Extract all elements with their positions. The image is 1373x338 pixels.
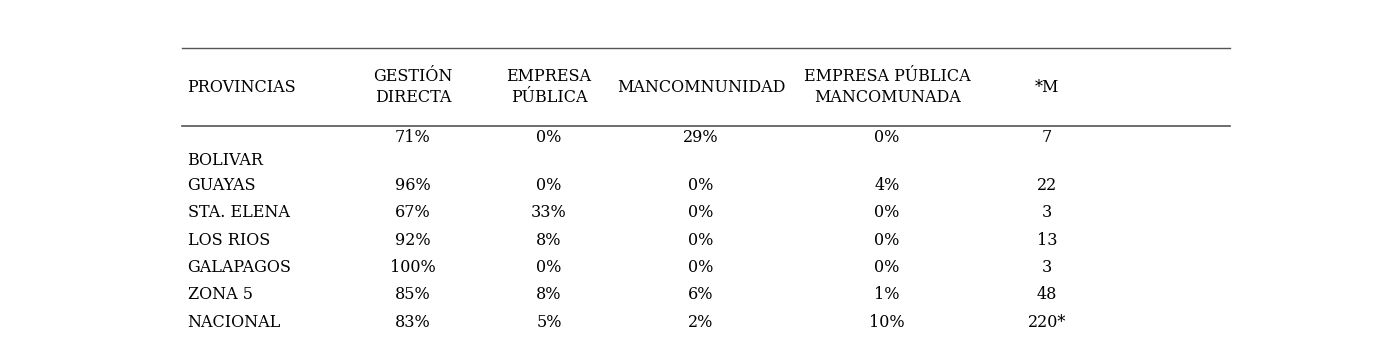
Text: 0%: 0%: [688, 232, 714, 249]
Text: 96%: 96%: [395, 177, 431, 194]
Text: 6%: 6%: [688, 287, 714, 304]
Text: PROVINCIAS: PROVINCIAS: [188, 79, 297, 96]
Text: 0%: 0%: [688, 259, 714, 276]
Text: GALAPAGOS: GALAPAGOS: [188, 259, 291, 276]
Text: LOS RIOS: LOS RIOS: [188, 232, 270, 249]
Text: 33%: 33%: [531, 204, 567, 221]
Text: STA. ELENA: STA. ELENA: [188, 204, 290, 221]
Text: 0%: 0%: [688, 204, 714, 221]
Text: 5%: 5%: [537, 314, 562, 331]
Text: 22: 22: [1037, 177, 1057, 194]
Text: 3: 3: [1042, 204, 1052, 221]
Text: *M: *M: [1035, 79, 1059, 96]
Text: GESTIÓN
DIRECTA: GESTIÓN DIRECTA: [373, 69, 453, 106]
Text: EMPRESA
PÚBLICA: EMPRESA PÚBLICA: [507, 69, 592, 106]
Text: 0%: 0%: [537, 129, 562, 146]
Text: ZONA 5: ZONA 5: [188, 287, 253, 304]
Text: 10%: 10%: [869, 314, 905, 331]
Text: 67%: 67%: [395, 204, 431, 221]
Text: 48: 48: [1037, 287, 1057, 304]
Text: 2%: 2%: [688, 314, 714, 331]
Text: 8%: 8%: [537, 232, 562, 249]
Text: 29%: 29%: [684, 129, 719, 146]
Text: 0%: 0%: [875, 232, 899, 249]
Text: BOLIVAR: BOLIVAR: [188, 152, 264, 169]
Text: 0%: 0%: [688, 177, 714, 194]
Text: EMPRESA PÚBLICA
MANCOMUNADA: EMPRESA PÚBLICA MANCOMUNADA: [803, 69, 971, 106]
Text: 100%: 100%: [390, 259, 435, 276]
Text: 8%: 8%: [537, 287, 562, 304]
Text: GUAYAS: GUAYAS: [188, 177, 257, 194]
Text: 4%: 4%: [875, 177, 899, 194]
Text: 0%: 0%: [875, 129, 899, 146]
Text: 7: 7: [1042, 129, 1052, 146]
Text: 3: 3: [1042, 259, 1052, 276]
Text: 85%: 85%: [395, 287, 431, 304]
Text: 1%: 1%: [875, 287, 899, 304]
Text: 92%: 92%: [395, 232, 431, 249]
Text: NACIONAL: NACIONAL: [188, 314, 281, 331]
Text: 83%: 83%: [395, 314, 431, 331]
Text: MANCOMNUNIDAD: MANCOMNUNIDAD: [616, 79, 785, 96]
Text: 220*: 220*: [1028, 314, 1067, 331]
Text: 71%: 71%: [395, 129, 431, 146]
Text: 0%: 0%: [537, 177, 562, 194]
Text: 0%: 0%: [875, 259, 899, 276]
Text: 13: 13: [1037, 232, 1057, 249]
Text: 0%: 0%: [875, 204, 899, 221]
Text: 0%: 0%: [537, 259, 562, 276]
